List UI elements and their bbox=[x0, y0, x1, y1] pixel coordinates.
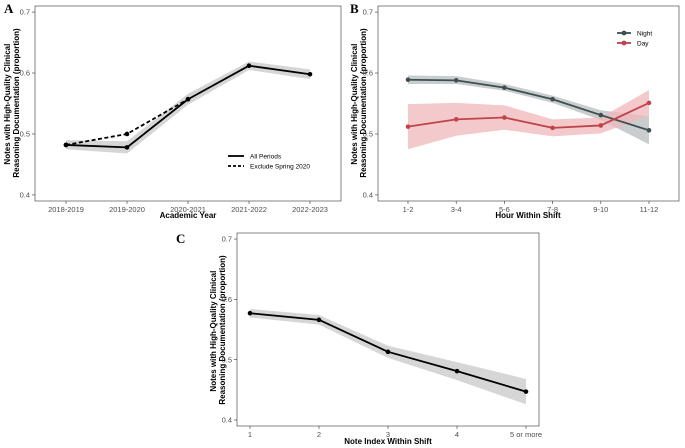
panel-b-y-axis-title-line-1: Notes with High-Quality Clinical bbox=[350, 44, 359, 165]
panel-a-legend: All Periods Exclude Spring 2020 bbox=[228, 154, 310, 171]
panel-a-series-1-point bbox=[124, 131, 130, 137]
panel-b-series-0-point bbox=[405, 77, 411, 83]
panel-b-y-tick-label: 0.4 bbox=[363, 191, 373, 200]
panel-a-series-1-point bbox=[63, 142, 69, 148]
panel-b-series-0-point bbox=[550, 96, 555, 102]
legend-day-marker bbox=[621, 40, 627, 46]
panel-b-letter: B bbox=[350, 1, 359, 16]
panel-b-x-tick-label: 1-2 bbox=[403, 205, 414, 214]
legend-day-label: Day bbox=[637, 41, 649, 48]
panel-a-x-tick-label: 2020-2021 bbox=[170, 205, 206, 214]
panel-c-y-axis-title-line-1: Notes with High-Quality Clinical bbox=[209, 271, 218, 392]
panel-b-series-1-point bbox=[598, 123, 604, 128]
panel-b-x-tick-label: 9-10 bbox=[593, 205, 608, 214]
panel-b-y-tick-label: 0.5 bbox=[363, 130, 373, 139]
panel-b-series-1-point bbox=[405, 124, 411, 129]
panel-a-x-tick-label: 2019-2020 bbox=[109, 205, 145, 214]
legend-all-periods-label: All Periods bbox=[250, 154, 282, 161]
panel-c-letter: C bbox=[176, 231, 185, 246]
panel-c-y-axis-title: Notes with High-Quality Clinical Reasoni… bbox=[209, 255, 227, 405]
panel-a-x-tick-label: 2018-2019 bbox=[48, 205, 84, 214]
panel-c-series-0-point bbox=[316, 317, 322, 323]
panel-a-y-tick-label: 0.6 bbox=[20, 69, 30, 78]
panel-b-y-tick-label: 0.6 bbox=[363, 69, 373, 78]
panel-a-series-0-point bbox=[124, 145, 130, 150]
panel-c-y-tick-label: 0.4 bbox=[222, 416, 232, 425]
panel-a-x-tick-label: 2021-2022 bbox=[231, 205, 267, 214]
panel-b-series-0-point bbox=[646, 128, 652, 133]
panel-c-y-tick-label: 0.5 bbox=[222, 355, 232, 364]
panel-b-x-tick-label: 11-12 bbox=[640, 205, 659, 214]
panel-c-x-axis-title: Note Index Within Shift bbox=[344, 437, 432, 446]
panel-c-series-0-point bbox=[523, 389, 529, 394]
panel-b-series-1-point bbox=[550, 125, 555, 131]
panel-b: B Hour Within Shift Notes with High-Qual… bbox=[350, 1, 680, 220]
panel-c-series-0-point bbox=[454, 368, 460, 374]
panel-c-y-tick-label: 0.7 bbox=[222, 235, 232, 244]
panel-b-marks bbox=[405, 75, 652, 150]
panel-b-y-axis-title-line-2: Reasoning Documentation (proportion) bbox=[359, 28, 368, 178]
panel-a-x-axis-title: Academic Year bbox=[160, 211, 217, 220]
panel-b-series-0-point bbox=[502, 85, 507, 90]
panel-c-x-tick-label: 2 bbox=[317, 430, 321, 439]
panel-c-series-0-point bbox=[247, 310, 253, 316]
panel-b-series-1-point bbox=[453, 117, 459, 122]
legend-night-marker bbox=[621, 30, 627, 36]
panel-c-plot-area bbox=[236, 232, 540, 427]
panel-c-series-0-point bbox=[385, 349, 391, 355]
panel-c-marks bbox=[247, 308, 529, 405]
panel-b-series-0-band bbox=[408, 75, 649, 145]
panel-a-y-tick-label: 0.5 bbox=[20, 130, 30, 139]
panel-c-series-0-band bbox=[250, 308, 526, 405]
panel-c-x-tick-label: 3 bbox=[386, 430, 390, 439]
panel-b-y-tick-label: 0.7 bbox=[363, 8, 373, 17]
panel-b-series-0-line bbox=[407, 78, 650, 132]
panel-b-legend: Night Day bbox=[617, 31, 652, 48]
panel-b-series-1-band bbox=[408, 90, 649, 150]
panel-a-y-axis-title-line-2: Reasoning Documentation (proportion) bbox=[12, 28, 21, 178]
panel-b-x-tick-label: 5-6 bbox=[499, 205, 510, 214]
panel-a-series-1-point bbox=[185, 96, 191, 102]
panel-b-series-1-point bbox=[646, 100, 652, 106]
panel-c-x-tick-label: 5 or more bbox=[510, 430, 542, 439]
legend-night-label: Night bbox=[637, 31, 652, 38]
panel-c-y-axis-title-line-2: Reasoning Documentation (proportion) bbox=[218, 255, 227, 405]
panel-a-y-tick-label: 0.4 bbox=[20, 191, 30, 200]
panel-a: A Academic Year Notes with High-Quality … bbox=[3, 1, 342, 220]
panel-b-x-tick-label: 7-8 bbox=[547, 205, 558, 214]
panel-b-series-0-point bbox=[453, 78, 459, 83]
panel-a-letter: A bbox=[4, 1, 14, 16]
panel-a-x-tick-label: 2022-2023 bbox=[292, 205, 328, 214]
panel-b-x-tick-label: 3-4 bbox=[451, 205, 462, 214]
panel-a-marks bbox=[63, 61, 313, 154]
legend-exclude-spring-label: Exclude Spring 2020 bbox=[250, 164, 310, 171]
panel-a-y-axis-title-line-1: Notes with High-Quality Clinical bbox=[3, 44, 12, 165]
panel-b-y-axis-title: Notes with High-Quality Clinical Reasoni… bbox=[350, 28, 368, 178]
panel-a-series-0-point bbox=[246, 63, 252, 69]
panel-c-y-tick-label: 0.6 bbox=[222, 295, 232, 304]
panel-c-x-tick-label: 4 bbox=[455, 430, 459, 439]
panel-b-series-1-line bbox=[407, 102, 650, 129]
panel-c-x-tick-label: 1 bbox=[248, 430, 252, 439]
panel-a-y-axis-title: Notes with High-Quality Clinical Reasoni… bbox=[3, 28, 21, 178]
panel-c: C Note Index Within Shift Notes with Hig… bbox=[176, 231, 542, 446]
panel-a-y-tick-label: 0.7 bbox=[20, 8, 30, 17]
panel-b-series-1-point bbox=[502, 115, 507, 120]
panel-b-series-0-point bbox=[598, 112, 604, 118]
panel-b-x-axis-title: Hour Within Shift bbox=[495, 211, 561, 220]
panel-a-series-0-point bbox=[307, 71, 313, 77]
